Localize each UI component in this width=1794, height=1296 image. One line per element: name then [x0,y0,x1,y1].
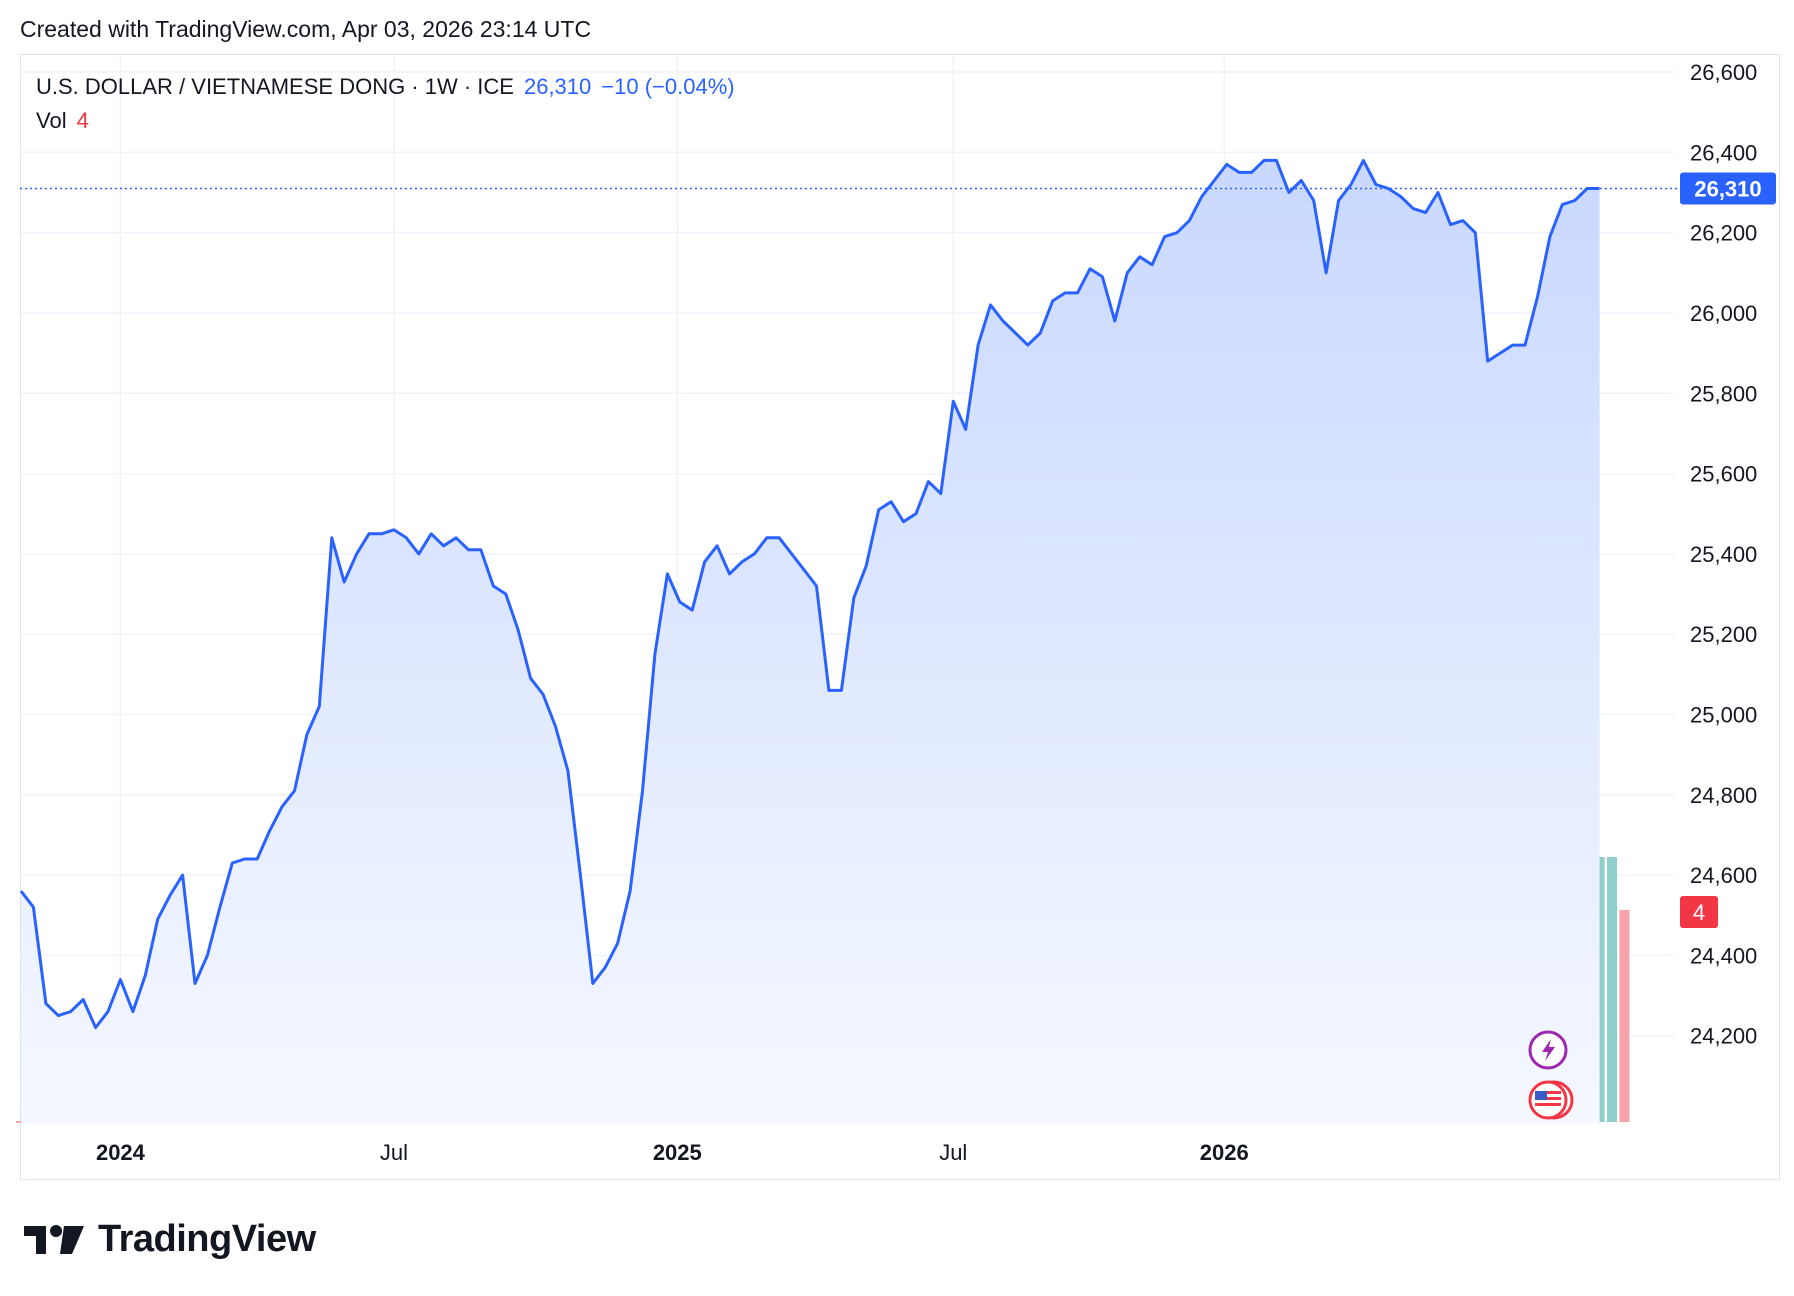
chart-frame[interactable] [20,54,1780,1180]
volume-bar [1607,857,1618,1122]
volume-badge [1680,896,1718,928]
volume-badge-label: 4 [1693,900,1705,925]
legend-volume-row: Vol 4 [36,104,735,138]
chart-credit: Created with TradingView.com, Apr 03, 20… [20,16,592,42]
y-tick-label: 26,200 [1690,221,1757,246]
us-flag-event-icon[interactable] [1528,1080,1574,1120]
legend-price: 26,310 [523,74,592,99]
tradingview-logo-icon [24,1224,84,1254]
axis-badges: 26,310 4 [1680,172,1776,928]
x-tick-label: 2026 [1200,1140,1249,1165]
x-tick-label: Jul [939,1140,967,1165]
y-tick-label: 24,200 [1690,1024,1757,1049]
price-area-fill [21,160,1600,1124]
y-tick-label: 26,000 [1690,301,1757,326]
y-tick-label: 25,200 [1690,622,1757,647]
flash-event-icon[interactable] [1528,1030,1568,1070]
last-price-badge-label: 26,310 [1694,176,1761,201]
symbol-title[interactable]: U.S. DOLLAR / VIETNAMESE DONG · 1W · ICE [36,74,514,99]
volume-bar [1619,910,1630,1122]
volume-label[interactable]: Vol [36,108,67,133]
y-tick-label: 24,600 [1690,863,1757,888]
y-tick-label: 25,600 [1690,462,1757,487]
y-tick-label: 25,400 [1690,542,1757,567]
tradingview-logo[interactable]: TradingView [24,1218,316,1261]
x-axis[interactable]: 2024 Jul 2025 Jul 2026 [96,1140,1249,1165]
legend-change: −10 (−0.04%) [601,74,735,99]
x-tick-label: 2025 [653,1140,702,1165]
price-line [19,158,1600,1030]
last-price-badge [1680,172,1776,205]
x-tick-label: 2024 [96,1140,146,1165]
volume-value: 4 [76,108,89,133]
y-tick-label: 26,600 [1690,60,1757,85]
y-tick-label: 25,800 [1690,381,1757,406]
volume-bar [1594,857,1605,1122]
y-tick-label: 25,000 [1690,702,1757,727]
y-tick-label: 26,400 [1690,140,1757,165]
legend-symbol-row: U.S. DOLLAR / VIETNAMESE DONG · 1W · ICE… [36,70,735,104]
y-axis[interactable]: 24,200 24,400 24,600 24,800 25,000 25,200 25,4… [1690,60,1757,1049]
chart-legend: U.S. DOLLAR / VIETNAMESE DONG · 1W · ICE… [36,70,735,138]
y-tick-label: 24,800 [1690,783,1757,808]
tradingview-wordmark: TradingView [98,1218,316,1260]
x-tick-label: Jul [380,1140,408,1165]
y-tick-label: 24,400 [1690,943,1757,968]
